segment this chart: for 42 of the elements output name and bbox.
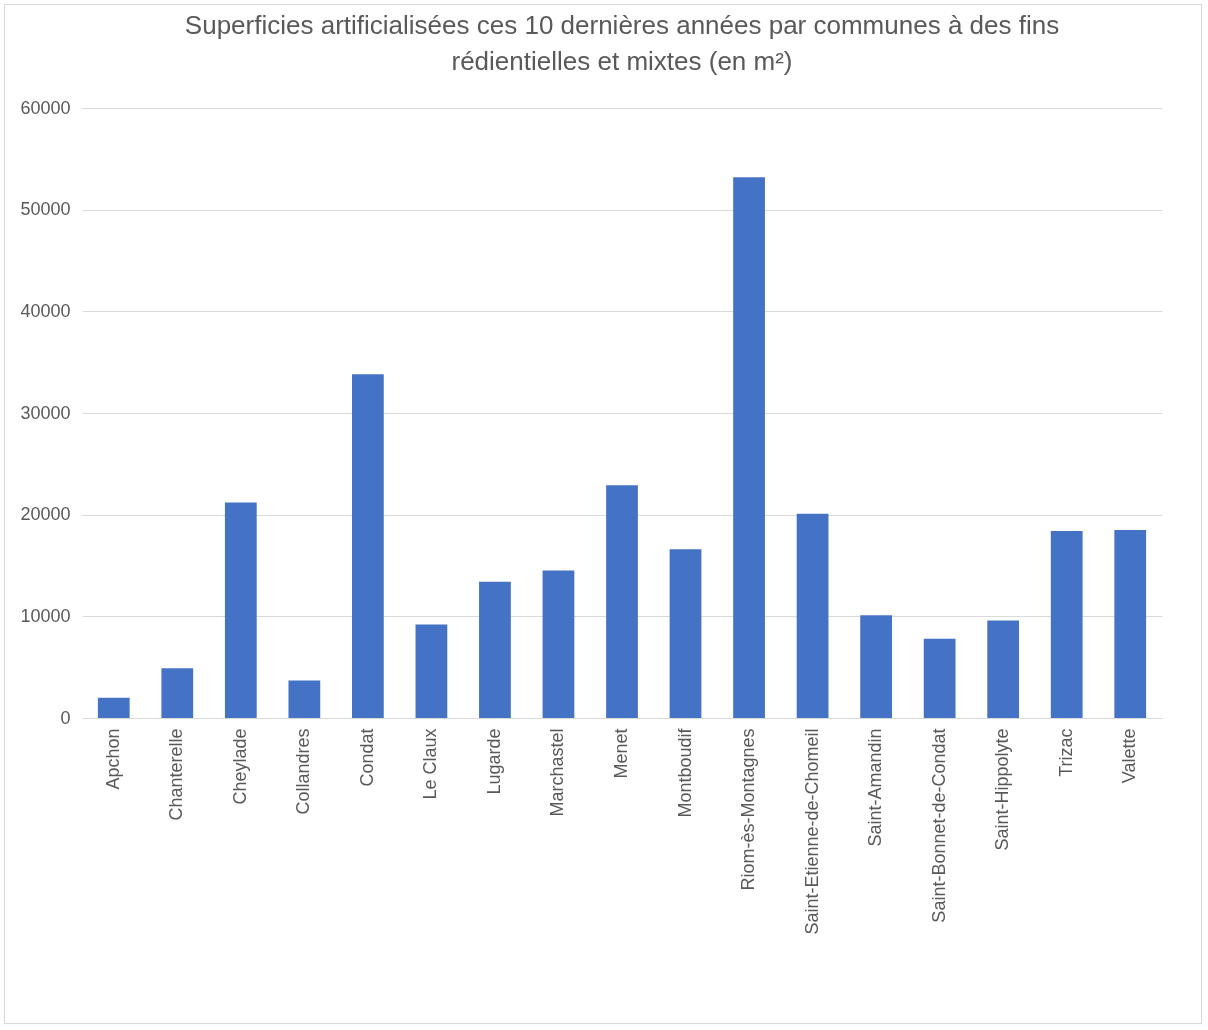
bar — [669, 549, 702, 718]
bar — [860, 615, 892, 718]
bar — [352, 374, 384, 718]
bar — [97, 697, 130, 718]
bar — [1050, 530, 1083, 718]
x-tick-label: Lugarde — [483, 728, 504, 795]
y-tick-label: 60000 — [20, 97, 71, 118]
x-tick-label: Le Claux — [420, 728, 441, 800]
bar — [224, 502, 257, 718]
bar — [606, 485, 638, 718]
bar — [415, 624, 448, 718]
x-tick-label: Saint-Hippolyte — [992, 728, 1013, 851]
x-tick-label: Trizac — [1055, 728, 1076, 777]
bar — [288, 680, 321, 718]
x-tick-label: Valette — [1119, 728, 1140, 784]
bar — [987, 620, 1020, 718]
x-tick-label: Saint-Amandin — [865, 728, 886, 847]
bar — [161, 668, 194, 718]
x-tick-label: Menet — [611, 728, 631, 779]
bar — [542, 570, 575, 718]
bar — [479, 581, 511, 718]
y-tick-label: 20000 — [20, 504, 71, 525]
bar — [923, 638, 956, 718]
y-tick-label: 0 — [60, 707, 71, 728]
y-tick-label: 40000 — [20, 300, 71, 321]
x-tick-label: Montboudif — [674, 727, 695, 818]
bar — [1114, 529, 1147, 718]
x-tick-label: Saint-Etienne-de-Chomeil — [801, 728, 822, 935]
x-tick-label: Chanterelle — [166, 728, 187, 821]
y-tick-label: 50000 — [20, 199, 71, 220]
x-tick-label: Riom-ès-Montagnes — [738, 728, 759, 891]
chart-title: Superficies artificialisées ces 10 dernières années par communes à des fins rédientielles et mixtes (en m²) — [184, 10, 1060, 76]
y-tick-label: 10000 — [20, 605, 71, 626]
y-tick-label: 30000 — [20, 402, 71, 423]
x-tick-label: Saint-Bonnet-de-Condat — [928, 728, 949, 923]
bar — [796, 513, 829, 718]
x-tick-label: Marchastel — [547, 728, 568, 817]
x-tick-label: Condat — [356, 728, 377, 787]
x-tick-label: Cheylade — [229, 728, 250, 805]
x-tick-label: Apchon — [102, 728, 123, 790]
bar — [733, 177, 765, 718]
x-tick-label: Collandres — [293, 728, 314, 815]
